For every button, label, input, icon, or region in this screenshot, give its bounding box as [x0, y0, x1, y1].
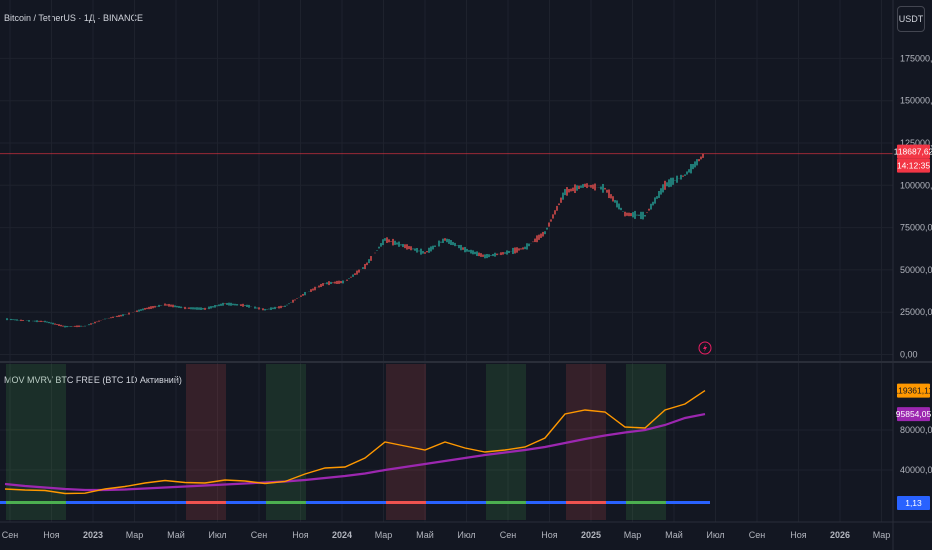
time-tick-label: Май: [665, 530, 683, 540]
signal-zone-green: [626, 364, 666, 520]
grid-lines: [0, 0, 893, 522]
countdown-badge: 14:12:35: [897, 161, 930, 171]
price-tick-label: 175000,00: [900, 53, 932, 63]
ratio-line-red: [386, 501, 426, 504]
last-price-badge-bg: [897, 144, 930, 159]
time-tick-label: Сен: [2, 530, 19, 540]
time-tick-label: Мар: [126, 530, 144, 540]
ratio-line-green: [626, 501, 666, 504]
ratio-line-green: [266, 501, 306, 504]
indicator-ma-badge-bg: [897, 407, 930, 422]
time-tick-label: Ноя: [541, 530, 558, 540]
time-tick-label: Сен: [500, 530, 517, 540]
signal-zone-red: [186, 364, 226, 520]
ratio-line-green: [6, 501, 66, 504]
signal-zones: [6, 364, 666, 520]
time-tick-label: Июл: [706, 530, 724, 540]
indicator-ratio-badge: 1,13: [905, 498, 922, 508]
price-tick-label: 25000,00: [900, 307, 932, 317]
indicator-price-badge: 119361,11: [894, 386, 932, 396]
time-tick-label: Мар: [375, 530, 393, 540]
ratio-line: [0, 501, 710, 504]
indicator-ratio-badge-bg: [897, 496, 930, 510]
time-tick-label: 2026: [830, 530, 850, 540]
ratio-line-green: [486, 501, 526, 504]
time-tick-label: Июл: [208, 530, 226, 540]
time-tick-label: Сен: [251, 530, 268, 540]
indicator-ma-badge: 95854,05: [896, 409, 932, 419]
time-tick-label: Май: [416, 530, 434, 540]
time-tick-label: Ноя: [292, 530, 309, 540]
time-tick-label: Ноя: [790, 530, 807, 540]
indicator-tick-label: 40000,00: [900, 465, 932, 475]
price-candles: [0, 153, 893, 328]
price-tick-label: 75000,00: [900, 223, 932, 233]
time-tick-label: 2023: [83, 530, 103, 540]
time-tick-label: Ноя: [43, 530, 60, 540]
currency-button[interactable]: USDT: [897, 6, 925, 32]
lightning-glyph: [703, 344, 707, 352]
time-tick-label: Мар: [624, 530, 642, 540]
lightning-icon: [698, 341, 712, 355]
price-line: [4, 390, 706, 495]
signal-zone-green: [6, 364, 66, 520]
indicator-price-badge-bg: [897, 383, 930, 398]
price-labels: 118687,62 14:12:35 119361,11 95854,05 1,13: [698, 144, 932, 510]
indicator-tick-label: 80000,00: [900, 425, 932, 435]
ratio-line-red: [566, 501, 606, 504]
time-tick-label: Июл: [457, 530, 475, 540]
ratio-line-red: [186, 501, 226, 504]
signal-zone-red: [386, 364, 426, 520]
time-tick-label: 2024: [332, 530, 352, 540]
time-tick-label: Сен: [749, 530, 766, 540]
countdown-badge-bg: [897, 158, 930, 173]
signal-zone-green: [266, 364, 306, 520]
symbol-title: Bitcoin / TetherUS · 1Д · BINANCE: [4, 13, 143, 23]
price-tick-label: 50000,00: [900, 265, 932, 275]
time-tick-label: Мар: [873, 530, 891, 540]
price-tick-label: 125000,00: [900, 138, 932, 148]
moving-average-line: [4, 413, 706, 492]
indicator-lines: [0, 390, 710, 504]
price-tick-label: 150000,00: [900, 96, 932, 106]
time-tick-label: Май: [167, 530, 185, 540]
last-price-badge: 118687,62: [894, 147, 932, 157]
signal-zone-green: [486, 364, 526, 520]
price-tick-label: 100000,00: [900, 180, 932, 190]
time-tick-label: 2025: [581, 530, 601, 540]
price-tick-label: 0,00: [900, 350, 918, 360]
axes: 175000,00 150000,00 125000,00 100000,00 7500…: [2, 53, 932, 540]
